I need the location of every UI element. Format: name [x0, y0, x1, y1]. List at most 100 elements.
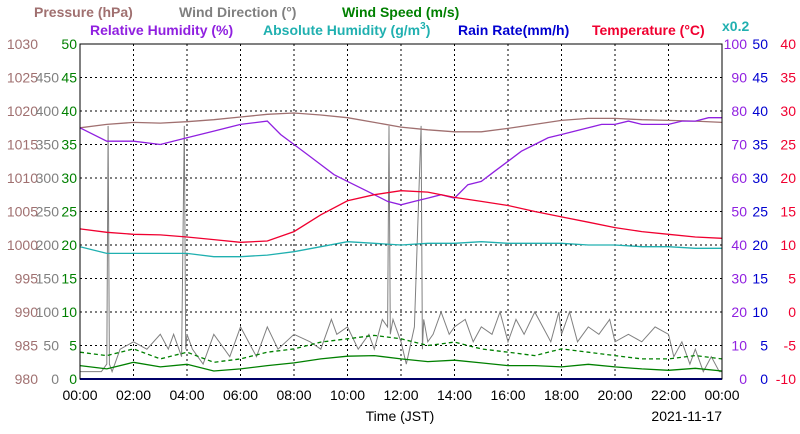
tick-label-pressure: 1010: [7, 170, 38, 186]
tick-label-wind-speed: 40: [61, 103, 77, 119]
x-tick-label: 02:00: [116, 387, 151, 403]
tick-label-pressure: 1000: [7, 237, 38, 253]
tick-label-wind-speed: 25: [61, 204, 77, 220]
date-label: 2021-11-17: [651, 408, 722, 424]
tick-label-wind-speed: 30: [61, 170, 77, 186]
legend-absolute-humidity-text: Absolute Humidity (g/m: [263, 22, 420, 38]
series-line-wind-direction: [80, 125, 722, 374]
tick-label-pressure: 1015: [7, 137, 38, 153]
tick-label-rain-rate: 30: [752, 170, 768, 186]
tick-label-relative-humidity: 80: [731, 103, 747, 119]
tick-label-wind-speed: 45: [61, 70, 77, 86]
series-line-pressure: [79, 112, 723, 133]
x-tick-label: 18:00: [544, 387, 579, 403]
tick-label-wind-speed: 5: [69, 338, 77, 354]
x-tick-label: 16:00: [490, 387, 525, 403]
tick-label-temperature: 35: [780, 70, 796, 86]
x-tick-label: 08:00: [276, 387, 311, 403]
tick-label-rain-rate: 25: [752, 204, 768, 220]
tick-label-wind-direction: 400: [36, 103, 60, 119]
tick-label-pressure: 1020: [7, 103, 38, 119]
tick-label-wind-direction: 250: [36, 204, 60, 220]
tick-label-temperature: -10: [776, 371, 796, 387]
tick-label-temperature: 20: [780, 170, 796, 186]
legend-temperature-scale-note: x0.2: [722, 18, 749, 34]
tick-label-temperature: 40: [780, 36, 796, 52]
x-tick-label: 04:00: [169, 387, 204, 403]
tick-label-temperature: 15: [780, 204, 796, 220]
tick-label-rain-rate: 5: [760, 338, 768, 354]
x-tick-label: 14:00: [437, 387, 472, 403]
tick-label-relative-humidity: 40: [731, 237, 747, 253]
tick-label-relative-humidity: 50: [731, 204, 747, 220]
tick-label-pressure: 990: [15, 304, 39, 320]
x-tick-label: 06:00: [223, 387, 258, 403]
tick-label-wind-direction: 450: [36, 70, 60, 86]
tick-label-wind-direction: 200: [36, 237, 60, 253]
x-tick-label: 00:00: [704, 387, 739, 403]
tick-label-wind-speed: 10: [61, 304, 77, 320]
tick-label-wind-direction: 50: [43, 338, 59, 354]
tick-label-wind-speed: 50: [61, 36, 77, 52]
x-axis-label: Time (JST): [366, 408, 435, 424]
tick-label-wind-speed: 35: [61, 137, 77, 153]
series-line-absolute-humidity: [79, 241, 722, 258]
series-line-temperature: [79, 190, 723, 243]
tick-label-rain-rate: 40: [752, 103, 768, 119]
tick-label-wind-direction: 350: [36, 137, 60, 153]
tick-label-temperature: 30: [780, 103, 796, 119]
tick-label-temperature: 0: [788, 304, 796, 320]
tick-label-wind-speed: 15: [61, 271, 77, 287]
tick-label-pressure: 1025: [7, 70, 38, 86]
legend-wind-speed: Wind Speed (m/s): [342, 4, 459, 20]
legend-relative-humidity: Relative Humidity (%): [90, 22, 233, 38]
series-line-wind-speed-max: [79, 334, 723, 363]
x-tick-label: 00:00: [62, 387, 97, 403]
plot-frame: [79, 43, 723, 380]
tick-label-rain-rate: 0: [760, 371, 768, 387]
tick-label-wind-direction: 100: [36, 304, 60, 320]
x-tick-label: 20:00: [597, 387, 632, 403]
tick-label-relative-humidity: 70: [731, 137, 747, 153]
tick-label-wind-speed: 20: [61, 237, 77, 253]
right-axes: 1009080706050403020100504540353025201510…: [724, 36, 797, 387]
tick-label-wind-direction: 300: [36, 170, 60, 186]
legend: Pressure (hPa) Wind Direction (°) Wind S…: [34, 4, 749, 38]
x-tick-label: 22:00: [651, 387, 686, 403]
legend-absolute-humidity-close: ): [426, 22, 431, 38]
tick-label-relative-humidity: 100: [724, 36, 748, 52]
tick-label-wind-direction: 0: [51, 371, 59, 387]
tick-label-rain-rate: 45: [752, 70, 768, 86]
tick-label-rain-rate: 20: [752, 237, 768, 253]
tick-label-relative-humidity: 30: [731, 271, 747, 287]
tick-label-relative-humidity: 0: [739, 371, 747, 387]
x-tick-label: 10:00: [330, 387, 365, 403]
legend-absolute-humidity: Absolute Humidity (g/m3): [263, 21, 430, 38]
tick-label-pressure: 980: [15, 371, 39, 387]
tick-label-pressure: 1030: [7, 36, 38, 52]
tick-label-relative-humidity: 60: [731, 170, 747, 186]
left-axes: 1030102510201015101010051000995990985980…: [7, 36, 77, 387]
legend-pressure: Pressure (hPa): [34, 4, 133, 20]
x-tick-label: 12:00: [383, 387, 418, 403]
tick-label-relative-humidity: 20: [731, 304, 747, 320]
tick-label-rain-rate: 50: [752, 36, 768, 52]
legend-absolute-humidity-sup: 3: [420, 21, 426, 32]
x-axis: 00:00 02:00 04:00 06:00 08:00 10:00 12:00 14:00…: [62, 387, 739, 403]
legend-temperature: Temperature (°C): [592, 22, 705, 38]
tick-label-rain-rate: 35: [752, 137, 768, 153]
tick-label-temperature: 10: [780, 237, 796, 253]
tick-label-temperature: 25: [780, 137, 796, 153]
tick-label-wind-direction: 150: [36, 271, 60, 287]
legend-wind-direction: Wind Direction (°): [179, 4, 296, 20]
grid: [80, 44, 722, 379]
legend-rain-rate: Rain Rate(mm/h): [458, 22, 569, 38]
tick-label-temperature: -5: [784, 338, 797, 354]
tick-label-pressure: 985: [15, 338, 39, 354]
tick-label-pressure: 995: [15, 271, 39, 287]
tick-label-wind-speed: 0: [69, 371, 77, 387]
tick-label-pressure: 1005: [7, 204, 38, 220]
tick-label-temperature: 5: [788, 271, 796, 287]
series-line-wind-speed: [79, 354, 723, 372]
